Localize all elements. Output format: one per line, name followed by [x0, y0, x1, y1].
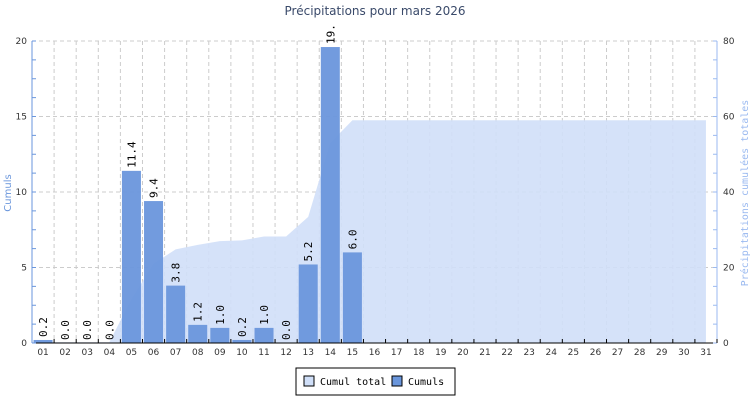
bar-label-13: 5.2 — [302, 242, 315, 262]
x-tick-label: 29 — [656, 348, 668, 358]
y-tick-label: 10 — [16, 188, 28, 198]
x-tick-label: 26 — [590, 348, 602, 358]
y-axis-label: Cumuls — [3, 174, 14, 211]
bar-14 — [320, 47, 340, 343]
legend-swatch-cumuls — [391, 375, 403, 387]
x-tick-label: 05 — [126, 348, 137, 358]
y-tick-label: 5 — [21, 264, 27, 274]
x-tick-label: 27 — [612, 348, 623, 358]
x-tick-label: 23 — [523, 348, 534, 358]
x-tick-label: 11 — [258, 348, 269, 358]
bar-06 — [144, 201, 164, 343]
y-tick-label: 0 — [21, 339, 27, 349]
bar-01 — [33, 339, 53, 343]
x-tick-label: 30 — [678, 348, 690, 358]
y2-axis-label: Précipitations cumulées totales — [739, 100, 750, 287]
bar-label-03: 0.0 — [81, 320, 94, 340]
x-tick-label: 03 — [82, 348, 93, 358]
legend-swatch-cumul-total — [303, 375, 315, 387]
x-tick-label: 04 — [104, 348, 116, 358]
x-tick-label: 18 — [413, 348, 425, 358]
x-tick-label: 12 — [280, 348, 291, 358]
x-tick-label: 14 — [325, 348, 337, 358]
y2-tick-label: 60 — [723, 113, 735, 123]
bar-13 — [298, 264, 318, 343]
y2-tick-label: 0 — [723, 339, 729, 349]
x-tick-label: 25 — [568, 348, 579, 358]
x-tick-label: 22 — [501, 348, 512, 358]
bar-label-08: 1.2 — [192, 302, 205, 322]
x-tick-label: 21 — [479, 348, 490, 358]
x-tick-label: 07 — [170, 348, 181, 358]
bar-08 — [188, 324, 208, 343]
bar-label-02: 0.0 — [59, 320, 72, 340]
x-tick-label: 19 — [435, 348, 447, 358]
bar-07 — [166, 285, 186, 343]
x-tick-label: 01 — [37, 348, 48, 358]
chart-title: Précipitations pour mars 2026 — [285, 4, 466, 18]
x-tick-label: 24 — [546, 348, 558, 358]
y2-tick-label: 20 — [723, 264, 735, 274]
x-tick-label: 10 — [236, 348, 248, 358]
bar-label-05: 11.4 — [125, 141, 138, 168]
bar-label-15: 6.0 — [346, 230, 359, 250]
bar-label-06: 9.4 — [148, 178, 161, 198]
cumulative-area — [43, 120, 706, 344]
y-tick-label: 15 — [16, 113, 27, 123]
x-tick-label: 13 — [302, 348, 313, 358]
x-tick-label: 20 — [457, 348, 469, 358]
legend-label-cumuls: Cumuls — [408, 377, 444, 388]
bar-label-01: 0.2 — [37, 317, 50, 337]
y-tick-label: 20 — [16, 37, 28, 47]
legend: Cumul total Cumuls — [295, 367, 456, 396]
x-tick-label: 17 — [391, 348, 402, 358]
cumulative-area-path — [43, 120, 706, 344]
bar-10 — [232, 339, 252, 343]
x-tick-label: 15 — [347, 348, 358, 358]
y2-tick-label: 80 — [723, 37, 735, 47]
x-tick-label: 16 — [369, 348, 381, 358]
x-tick-label: 06 — [148, 348, 160, 358]
bar-label-09: 1.0 — [214, 305, 227, 325]
bar-15 — [342, 252, 362, 343]
bar-label-04: 0.0 — [103, 320, 116, 340]
bar-label-12: 0.0 — [280, 320, 293, 340]
bar-label-14: 19. — [324, 24, 337, 44]
bar-05 — [121, 170, 141, 343]
bar-11 — [254, 327, 274, 343]
x-tick-label: 08 — [192, 348, 204, 358]
bar-label-07: 3.8 — [170, 263, 183, 283]
x-tick-label: 31 — [700, 348, 711, 358]
bar-09 — [210, 327, 230, 343]
x-tick-label: 28 — [634, 348, 646, 358]
x-tick-label: 09 — [214, 348, 226, 358]
bar-label-10: 0.2 — [236, 317, 249, 337]
y2-tick-label: 40 — [723, 188, 735, 198]
x-tick-label: 02 — [59, 348, 70, 358]
bars: 0.2 0.0 0.0 0.0 11.4 9.4 3.8 1.2 1.0 0.2 1.0 0.0 5.2… — [33, 24, 362, 343]
legend-label-cumul-total: Cumul total — [320, 377, 386, 388]
bar-label-11: 1.0 — [258, 305, 271, 325]
